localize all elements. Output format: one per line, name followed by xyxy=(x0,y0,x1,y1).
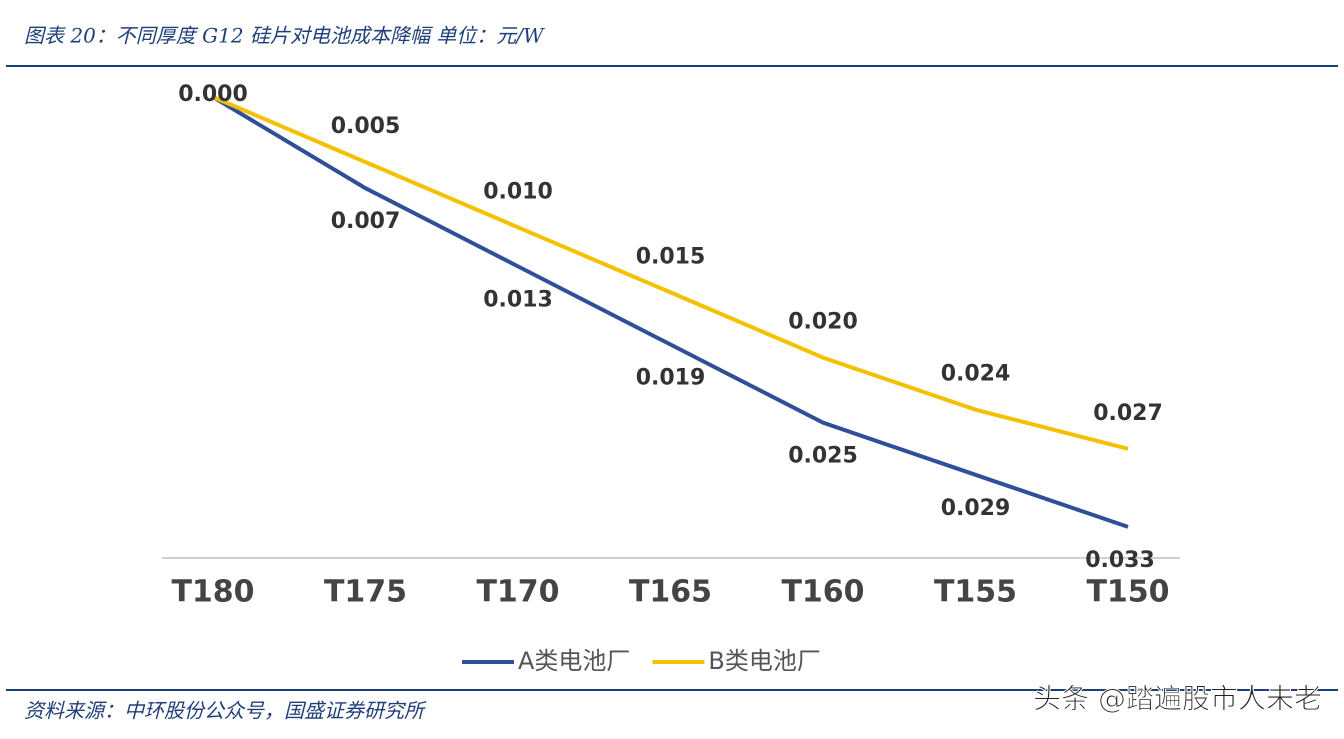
data-label: 0.005 xyxy=(331,114,401,139)
data-label: 0.020 xyxy=(788,310,858,335)
data-label: 0.024 xyxy=(941,362,1011,387)
watermark: 头条 @踏遍股市人未老 xyxy=(1033,682,1322,715)
x-tick-label: T170 xyxy=(476,575,559,610)
data-label: 0.027 xyxy=(1093,401,1163,426)
data-label: 0.013 xyxy=(483,287,553,312)
x-tick-label: T160 xyxy=(781,575,864,610)
legend-label: A类电池厂 xyxy=(518,647,630,675)
x-tick-label: T150 xyxy=(1086,575,1169,610)
series-line xyxy=(212,95,1129,451)
x-tick-label: T180 xyxy=(171,575,254,610)
x-tick-label: T165 xyxy=(629,575,712,610)
source: 资料来源：中环股份公众号，国盛证券研究所 xyxy=(24,699,427,723)
legend-label: B类电池厂 xyxy=(708,647,820,675)
data-label: 0.019 xyxy=(636,366,706,391)
data-label: 0.029 xyxy=(941,496,1011,521)
series-line xyxy=(211,95,1129,529)
data-label: 0.033 xyxy=(1085,548,1155,573)
chart-title: 图表 20：不同厚度 G12 硅片对电池成本降幅 单位：元/W xyxy=(24,24,545,48)
data-label: 0.007 xyxy=(331,209,401,234)
x-tick-label: T175 xyxy=(324,575,407,610)
data-label: 0.000 xyxy=(178,82,248,107)
data-label: 0.025 xyxy=(788,444,858,469)
data-label: 0.015 xyxy=(636,244,706,269)
data-label: 0.010 xyxy=(483,179,553,204)
x-tick-label: T155 xyxy=(934,575,1017,610)
